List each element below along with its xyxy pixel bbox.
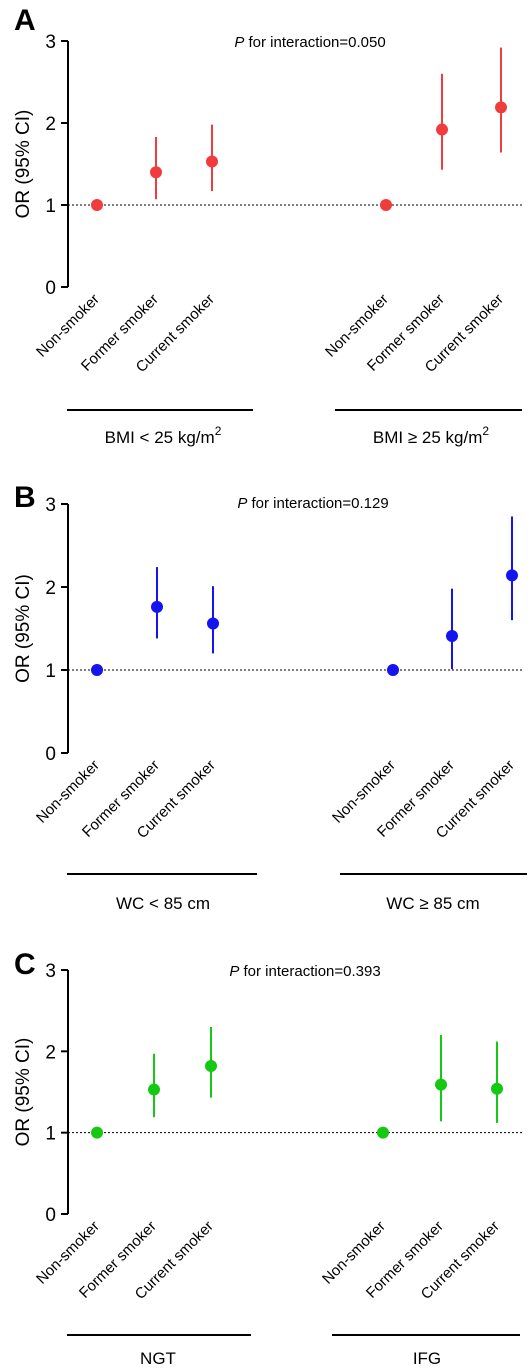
annotation-italic: P [237,495,247,512]
group-label: BMI < 25 kg/m2 [105,424,222,447]
or-point [148,1083,160,1096]
or-point [377,1126,389,1139]
or-point [491,1082,503,1095]
or-point [206,155,218,168]
or-point [205,1059,217,1072]
y-tick-label: 0 [45,278,56,299]
y-tick-label: 0 [45,1205,56,1226]
panel-letter: B [14,481,36,514]
panel-letter: C [14,948,36,981]
group-label: WC < 85 cm [116,894,210,913]
annotation-text: for interaction=0.393 [239,963,380,980]
panel-c: C P for interaction=0.393 0 1 2 3 OR (95% CI) N… [13,948,522,1368]
annotation-text: for interaction=0.050 [244,34,385,51]
group-label: BMI ≥ 25 kg/m2 [373,424,489,447]
or-point [151,600,163,613]
interaction-annotation: P for interaction=0.393 [229,963,380,980]
or-point [207,617,219,630]
or-point [387,664,399,676]
y-tick-label: 2 [45,1042,56,1063]
group-label-text: WC ≥ 85 cm [386,894,479,913]
y-tick-label: 2 [45,578,56,599]
group-label: NGT [140,1349,176,1368]
or-point [506,569,518,582]
y-tick-label: 3 [45,495,56,516]
or-point [91,1126,103,1139]
annotation-italic: P [229,963,239,980]
or-point [380,199,392,211]
y-tick-label: 1 [45,1124,56,1145]
or-point [91,664,103,676]
or-point [435,1078,447,1091]
y-tick-label: 1 [45,661,56,682]
group-label-text: BMI < 25 kg/m [105,428,215,447]
y-axis-label: OR (95% CI) [13,574,34,683]
group-label-text: WC < 85 cm [116,894,210,913]
or-point [436,123,448,136]
panel-letter: A [14,4,36,37]
group-label: IFG [413,1349,441,1368]
or-point [91,199,103,211]
y-axis-label: OR (95% CI) [13,1038,34,1147]
group-label-superscript: 2 [215,424,222,438]
interaction-annotation: P for interaction=0.050 [234,34,385,51]
annotation-text: for interaction=0.129 [247,495,388,512]
group-label-text: BMI ≥ 25 kg/m [373,428,482,447]
group-label-text: IFG [413,1349,441,1368]
group-label: WC ≥ 85 cm [386,894,479,913]
y-tick-label: 3 [45,32,56,53]
interaction-annotation: P for interaction=0.129 [237,495,388,512]
y-tick-label: 1 [45,196,56,217]
annotation-italic: P [234,34,244,51]
group-label-superscript: 2 [482,424,489,438]
or-point [446,629,458,642]
y-tick-label: 0 [45,744,56,765]
or-point [150,166,162,179]
or-point [495,101,507,114]
group-label-text: NGT [140,1349,176,1368]
y-tick-label: 3 [45,961,56,982]
y-tick-label: 2 [45,114,56,135]
y-axis-label: OR (95% CI) [13,110,34,219]
